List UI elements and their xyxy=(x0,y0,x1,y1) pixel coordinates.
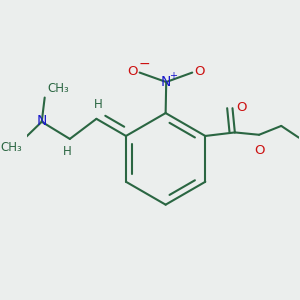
Text: O: O xyxy=(195,65,205,79)
Text: +: + xyxy=(169,70,177,80)
Text: CH₃: CH₃ xyxy=(1,141,22,154)
Text: N: N xyxy=(37,114,47,128)
Text: −: − xyxy=(139,57,150,71)
Text: CH₃: CH₃ xyxy=(47,82,69,95)
Text: O: O xyxy=(127,65,137,79)
Text: H: H xyxy=(94,98,102,111)
Text: O: O xyxy=(254,144,265,157)
Text: H: H xyxy=(63,146,72,158)
Text: N: N xyxy=(161,75,171,89)
Text: O: O xyxy=(236,101,247,114)
